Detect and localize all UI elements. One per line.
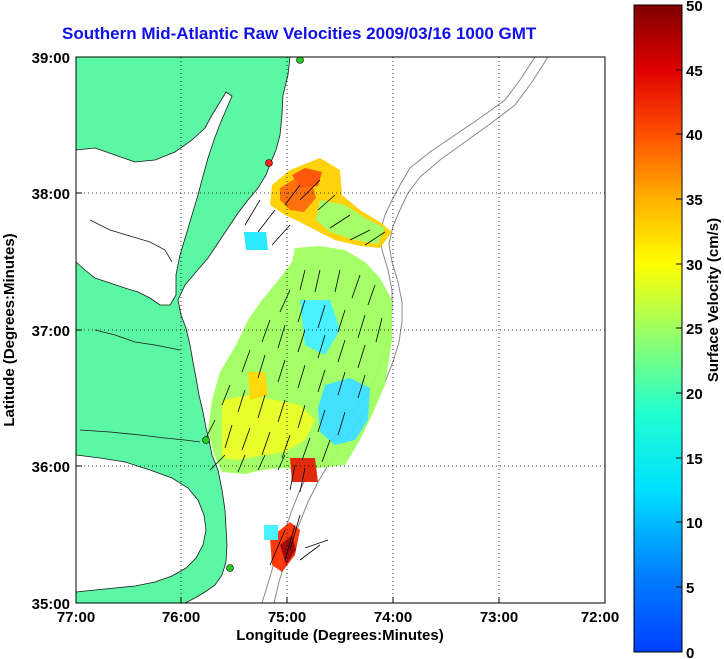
colorbar-tick-label: 30 [686,257,703,274]
field-yellow-left [248,372,268,400]
colorbar-tick-label: 15 [686,451,703,468]
colorbar-ticks [676,4,682,653]
bathymetry-contour-2 [273,57,549,603]
velocity-vectors [204,179,386,566]
y-tick-label: 37:00 [32,323,70,340]
colorbar-tick-label: 50 [686,0,703,15]
pamlico-sound [76,454,207,593]
velocity-field [208,158,392,572]
colorbar-tick-label: 5 [686,580,694,597]
field-top-ellipse [292,168,322,188]
field-main-yellow [222,395,315,460]
field-northern-green [316,200,385,244]
y-tick-label: 36:00 [32,459,70,476]
field-cyan-mid [300,300,340,355]
x-axis-label: Longitude (Degrees:Minutes) [236,627,444,644]
y-axis-label: Latitude (Degrees:Minutes) [1,233,18,426]
field-cyan-strip [244,232,268,250]
station-marker-middle [202,436,210,444]
y-tick-label: 35:00 [32,596,70,613]
colorbar-tick-label: 25 [686,321,703,338]
x-tick-label: 77:00 [57,609,95,626]
james-river [94,329,181,351]
potomac-river [89,219,173,263]
colorbar-tick-label: 40 [686,127,703,144]
colorbar-tick-label: 35 [686,192,703,209]
map-title: Southern Mid-Atlantic Raw Velocities 200… [62,24,537,43]
colorbar-tick-label: 0 [686,645,694,659]
y-tick-label: 38:00 [32,186,70,203]
field-cyan-patch [318,378,370,445]
station-marker-north [296,57,304,64]
grid-lines [76,57,605,603]
field-red-south [290,458,318,482]
y-tick-label: 39:00 [32,50,70,67]
chesapeake-bay [76,91,233,306]
x-tick-label: 72:00 [581,609,619,626]
field-cape-cyan [264,525,278,540]
x-tick-label: 76:00 [162,609,200,626]
albemarle-sound [79,429,201,443]
x-tick-label: 75:00 [268,609,306,626]
axis-ticks [75,56,606,604]
colorbar-tick-label: 45 [686,63,703,80]
colorbar-tick-label: 10 [686,515,703,532]
colorbar [633,4,683,653]
colorbar-label: Surface Velocity (cm/s) [705,218,722,382]
colorbar-tick-label: 20 [686,386,703,403]
x-tick-label: 74:00 [374,609,412,626]
x-tick-label: 73:00 [480,609,518,626]
station-marker-red [265,159,273,167]
station-marker-south [226,564,234,572]
